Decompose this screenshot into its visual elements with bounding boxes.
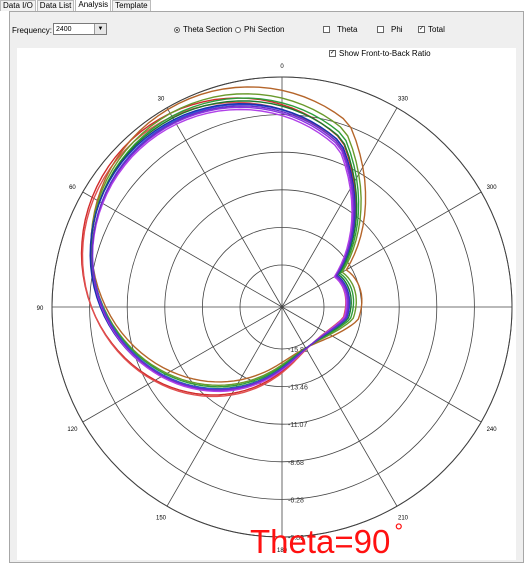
checkbox-checked-icon: ✓	[418, 26, 425, 33]
tab-bar: Data I/O Data List Analysis Template	[0, 0, 152, 11]
total-checkbox[interactable]: ✓ Total	[418, 25, 445, 34]
grid-spoke	[281, 306, 398, 507]
frequency-label: Frequency:	[12, 26, 53, 35]
grid-spoke	[281, 107, 398, 308]
total-label: Total	[428, 25, 445, 34]
angle-tick-label: 120	[67, 427, 78, 433]
theta-checkbox[interactable]: Theta	[323, 25, 357, 34]
phi-label: Phi	[391, 25, 403, 34]
series-line	[91, 105, 355, 391]
polar-chart-area: ✓ Show Front-to-Back Ratio 0 30 60 90 120 150…	[17, 48, 527, 560]
radio-selected-icon	[174, 26, 180, 33]
degree-symbol: °	[394, 519, 404, 544]
checkbox-unchecked-icon	[323, 26, 330, 33]
theta-section-label: Theta Section	[183, 25, 233, 34]
toolbar: Frequency: 2400 ▼ Theta Section Phi Sect…	[10, 12, 523, 48]
tab-analysis[interactable]: Analysis	[75, 0, 112, 11]
angle-tick-label: 240	[487, 427, 498, 433]
theta-section-radio[interactable]: Theta Section	[174, 25, 232, 34]
radial-tick-label: -6.28	[288, 497, 304, 504]
theta-caption: Theta=90 °	[250, 519, 403, 564]
phi-checkbox[interactable]: Phi	[377, 25, 403, 34]
grid-spoke	[281, 306, 482, 423]
frequency-value: 2400	[56, 26, 72, 33]
angle-tick-label: 90	[37, 306, 44, 312]
phi-section-label: Phi Section	[244, 25, 285, 34]
angle-tick-label: 30	[158, 96, 165, 102]
angle-tick-label: 330	[398, 96, 409, 102]
radio-unselected-icon	[235, 26, 241, 33]
angle-tick-label: 180	[277, 548, 288, 554]
radial-tick-label: -3.89	[288, 535, 304, 542]
front-to-back-ratio-label: Show Front-to-Back Ratio	[339, 49, 431, 58]
series-line	[80, 97, 357, 396]
grid-spoke	[166, 306, 283, 507]
tab-template[interactable]: Template	[112, 0, 151, 11]
tab-data-io[interactable]: Data I/O	[0, 0, 36, 11]
radial-tick-label: -15.85	[288, 347, 308, 354]
frequency-select[interactable]: 2400 ▼	[53, 23, 107, 35]
series-line	[91, 108, 353, 393]
analysis-panel: Frequency: 2400 ▼ Theta Section Phi Sect…	[9, 11, 527, 563]
chevron-down-icon[interactable]: ▼	[94, 24, 106, 34]
series-line	[81, 101, 354, 398]
grid-spoke	[82, 191, 283, 308]
checkbox-unchecked-icon	[377, 26, 384, 33]
checkbox-checked-icon: ✓	[329, 50, 336, 57]
front-to-back-ratio-checkbox[interactable]: ✓ Show Front-to-Back Ratio	[329, 49, 431, 58]
grid-spoke	[82, 306, 283, 423]
radial-tick-label: -13.46	[288, 385, 308, 392]
grid-spoke	[166, 107, 283, 308]
angle-tick-label: 210	[398, 516, 409, 522]
angle-tick-label: 150	[156, 516, 167, 522]
series-line	[90, 93, 362, 387]
grid-spoke	[281, 191, 482, 308]
series-line	[90, 86, 367, 383]
angle-tick-label: 0	[280, 64, 284, 70]
radial-tick-label: -11.07	[288, 422, 307, 429]
theta-caption-text: Theta=90	[250, 523, 391, 560]
polar-plot: 0306090120150180210240270300330-15.85-13…	[37, 64, 527, 554]
angle-tick-label: 60	[69, 185, 76, 191]
angle-tick-label: 300	[487, 185, 498, 191]
tab-data-list[interactable]: Data List	[36, 0, 75, 11]
phi-section-radio[interactable]: Phi Section	[235, 25, 284, 34]
theta-label: Theta	[337, 25, 358, 34]
radial-tick-label: -8.68	[288, 460, 304, 467]
